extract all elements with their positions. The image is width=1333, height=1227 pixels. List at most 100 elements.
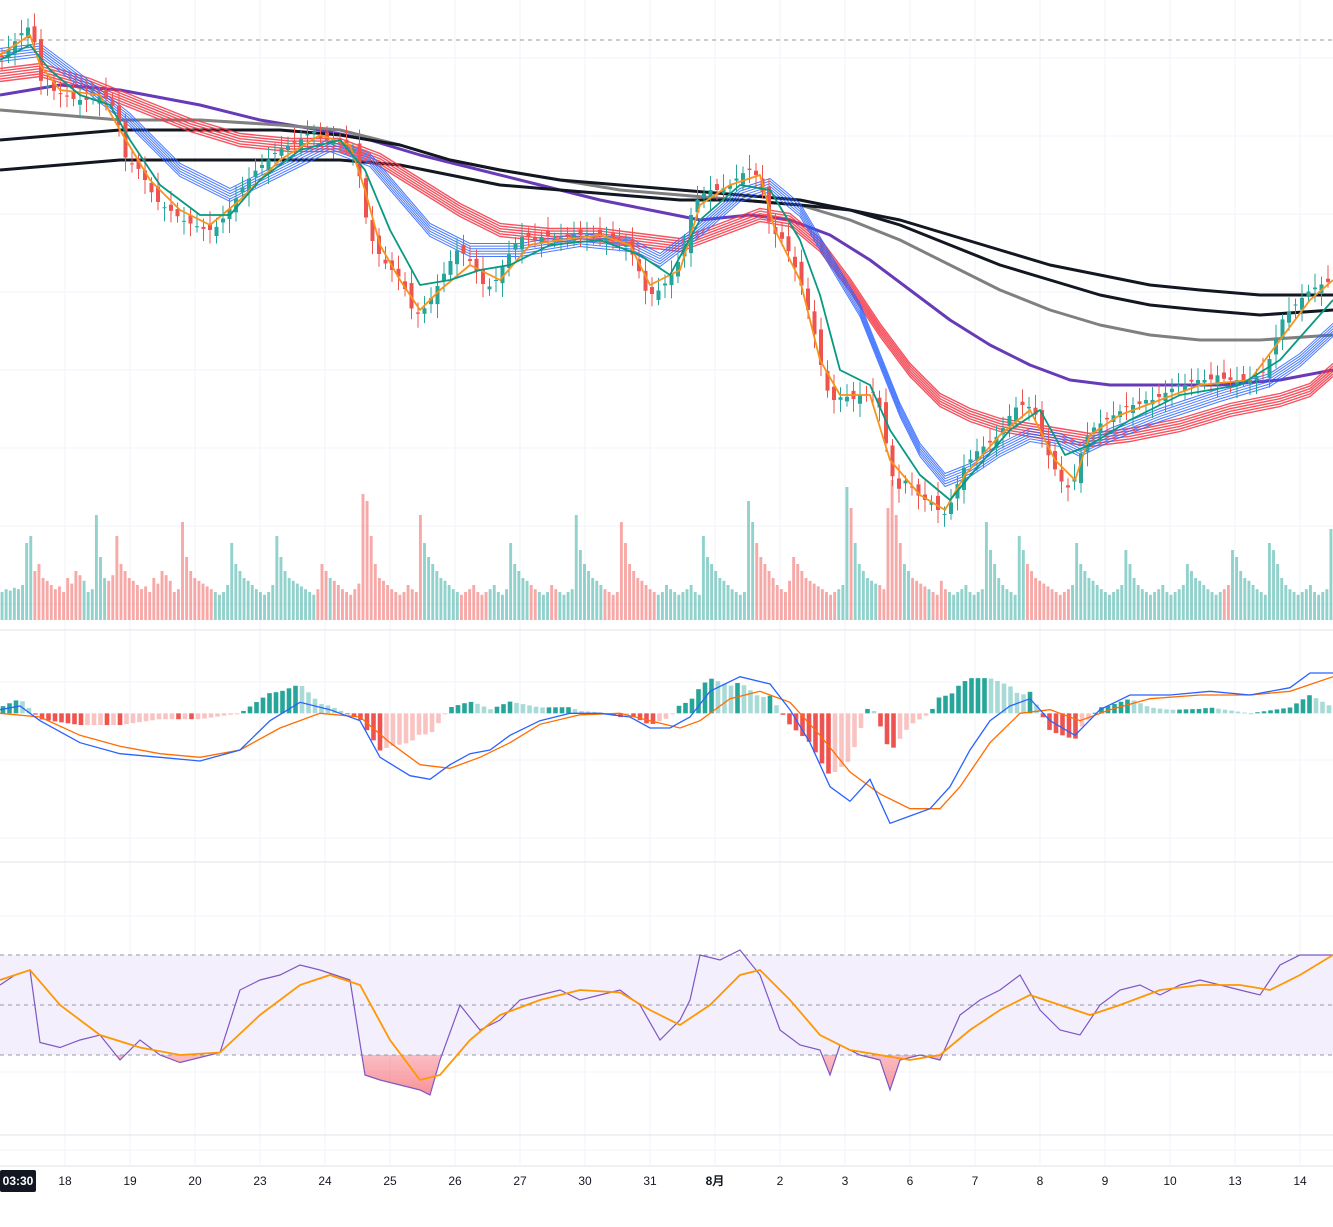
volume-bar [546,592,550,620]
macd-histogram-bar [1073,713,1078,739]
volume-bar [1075,543,1079,620]
time-tick-label: 23 [253,1174,267,1188]
volume-bar [1177,589,1181,620]
volume-bar [123,571,127,620]
time-tick-label: 7 [972,1174,979,1188]
volume-bar [1325,589,1329,620]
volume-bar [103,578,107,620]
candle-body [71,90,76,99]
volume-pane[interactable] [0,480,1333,620]
macd-histogram-bar [813,713,818,753]
macd-histogram-bar [559,707,565,714]
macd-histogram-bar [793,713,799,731]
volume-bar [1062,592,1066,620]
volume-bar [726,585,730,620]
candle-body [286,145,290,151]
pane-separators[interactable] [0,629,1333,1136]
macd-pane[interactable] [0,672,1333,825]
volume-bar [738,594,742,620]
candle-body [728,185,732,189]
volume-bar [1243,578,1247,620]
macd-histogram-bar [1235,711,1241,714]
blue-ribbon-line [0,50,1333,482]
candle-body [1079,453,1083,484]
volume-bar [644,585,648,620]
volume-bar [349,594,353,620]
rsi-pane[interactable] [0,949,1333,1096]
volume-bar [160,571,164,620]
volume-bar [1292,592,1296,620]
volume-bar [1185,564,1189,620]
macd-histogram-bar [787,713,792,725]
candle-body [533,237,537,240]
volume-bar [808,580,812,620]
candle-body [994,436,999,448]
candle-body [1267,359,1272,378]
macd-histogram-bar [273,692,279,714]
volume-bar [513,564,517,620]
volume-bar [320,564,324,620]
volume-bar [751,522,755,620]
candle-body [520,237,524,250]
candle-body [650,287,654,294]
candle-body [741,173,745,185]
volume-bar [1165,592,1169,620]
volume-bar [853,543,857,620]
candle-body [565,234,570,236]
macd-histogram-bar [163,713,168,720]
price-pane[interactable] [0,13,1333,527]
volume-bar [624,543,627,620]
volume-bar [1300,592,1304,620]
macd-histogram-bar [871,710,877,714]
volume-bar [156,583,160,620]
time-tick-label: 10 [1163,1174,1177,1188]
macd-histogram-bar [241,710,246,714]
macd-histogram-bar [65,713,71,724]
volume-bar [1276,564,1280,620]
candle-body [461,244,466,254]
macd-histogram-bar [533,706,539,714]
macd-histogram-bar [104,713,110,726]
volume-bar [771,578,775,620]
candle-body [825,370,830,391]
volume-bar [566,592,570,620]
volume-bar [681,592,685,620]
volume-bar [324,571,328,620]
volume-bar [41,578,45,620]
volume-bar [1128,564,1132,620]
candle-body [312,132,316,134]
volume-bar [714,571,718,620]
candle-body [1059,469,1064,482]
macd-histogram-bar [195,713,201,720]
volume-bar [427,557,431,620]
volume-bar [1284,585,1288,620]
candle-body [708,190,713,199]
macd-histogram-bar [845,713,851,762]
candle-body [897,478,901,489]
macd-histogram-bar [124,713,129,725]
candle-body [84,96,89,100]
volume-bar [1017,536,1021,620]
macd-histogram-bar [631,713,636,717]
macd-histogram-bar [800,713,805,737]
volume-bar [997,578,1001,620]
volume-bar [812,583,816,620]
candle-body [1319,284,1324,293]
macd-histogram-bar [384,713,389,748]
macd-histogram-bar [774,705,779,714]
macd-histogram-bar [923,713,929,716]
macd-histogram-bar [1177,709,1182,714]
volume-bar [689,585,693,620]
macd-histogram-bar [1300,699,1306,714]
candle-body [832,386,836,400]
volume-bar [570,589,574,620]
volume-bar [82,580,86,620]
volume-bar [1218,592,1222,620]
macd-histogram-bar [234,713,240,715]
volume-bar [382,580,385,620]
macd-histogram-bar [1144,706,1150,714]
volume-bar [833,592,837,620]
macd-histogram-bar [839,713,844,767]
